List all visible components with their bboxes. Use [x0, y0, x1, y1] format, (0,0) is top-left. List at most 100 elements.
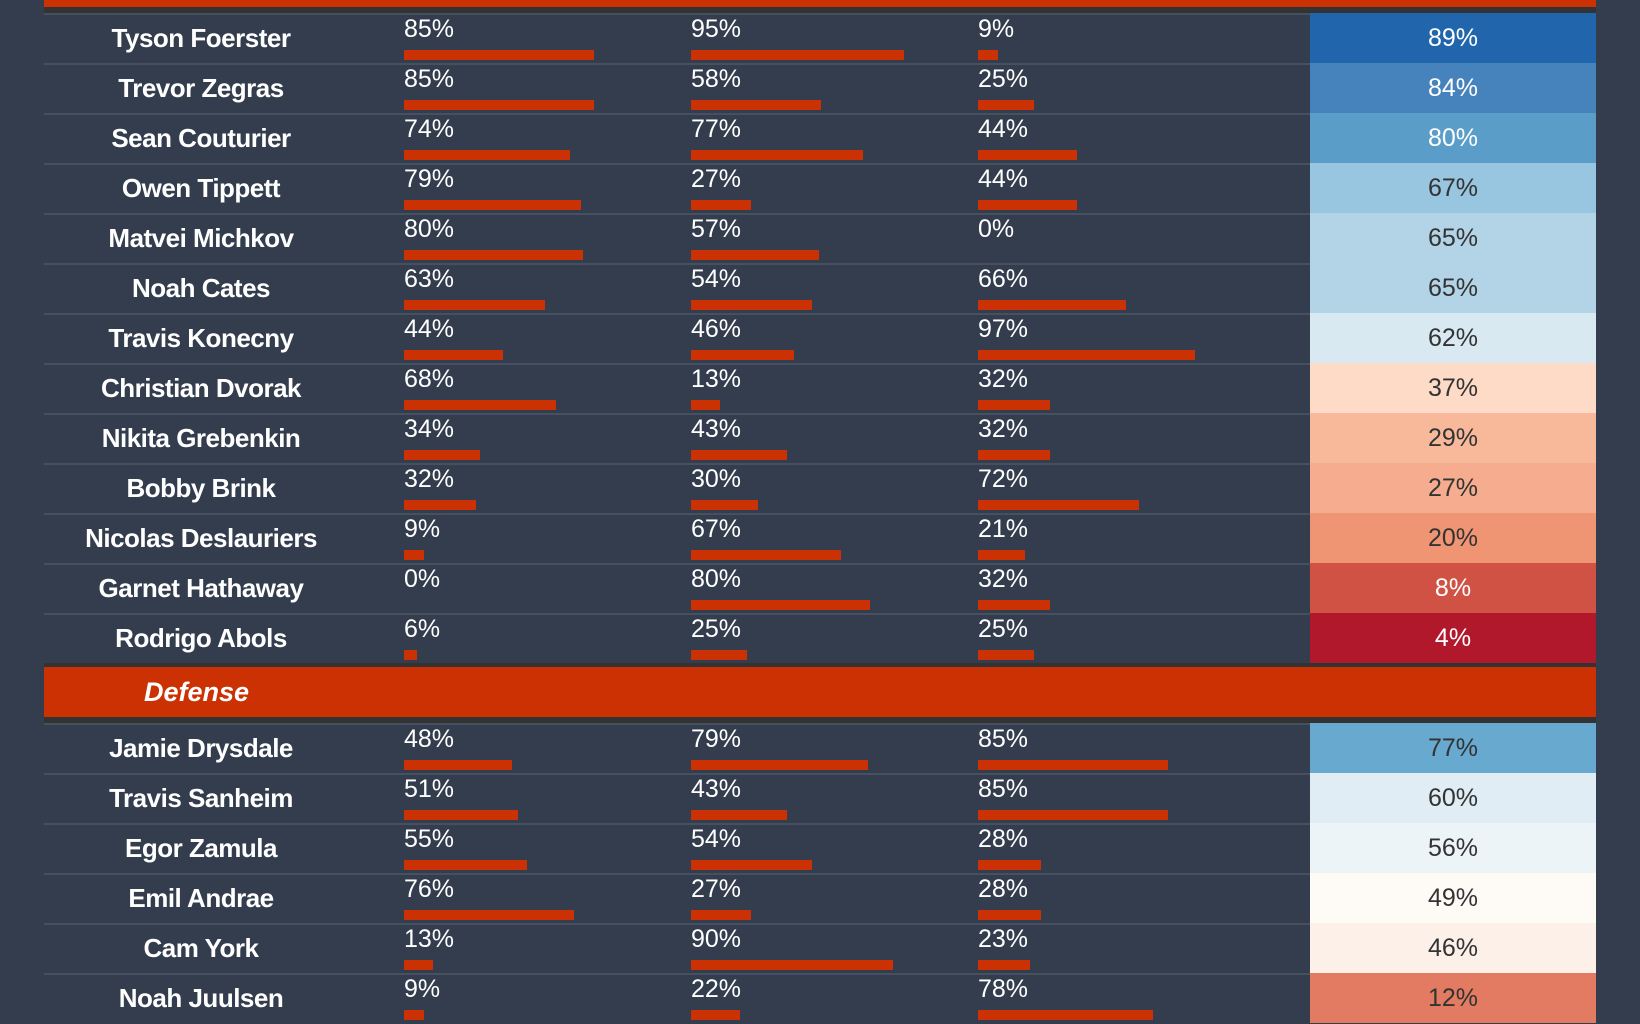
forwards-header-bar [44, 0, 1596, 7]
player-name: Emil Andrae [128, 883, 274, 913]
metric-value: 44% [978, 115, 1029, 143]
metric-bar [404, 860, 528, 870]
metric-bar [404, 200, 581, 210]
metric-value: 28% [978, 875, 1029, 903]
metric-bar [978, 400, 1050, 410]
metric-value: 25% [978, 65, 1029, 93]
score-cell: 84% [1310, 63, 1596, 113]
metric-value: 77% [691, 115, 742, 143]
score-cell: 77% [1310, 723, 1596, 773]
metric-value: 44% [404, 315, 455, 343]
metric-value: 23% [978, 925, 1029, 953]
metric-bar [691, 400, 721, 410]
metric-value: 32% [978, 415, 1029, 443]
metric-value: 43% [691, 415, 742, 443]
metric-bar [978, 600, 1050, 610]
metric-value: 67% [691, 515, 742, 543]
table-row: Travis Konecny 44% 46% 97% 62% [44, 313, 1596, 363]
metric-bar [978, 910, 1041, 920]
metric-bar [404, 500, 476, 510]
score-cell: 27% [1310, 463, 1596, 513]
metric-value: 97% [978, 315, 1029, 343]
metric-bar [978, 960, 1030, 970]
metric-bar [404, 1010, 425, 1020]
table-row: Sean Couturier 74% 77% 44% 80% [44, 113, 1596, 163]
metric-value: 58% [691, 65, 742, 93]
metric-bar [691, 650, 747, 660]
score-cell: 60% [1310, 773, 1596, 823]
score-cell: 89% [1310, 13, 1596, 63]
table-row: Egor Zamula 55% 54% 28% 56% [44, 823, 1596, 873]
metric-bar [691, 200, 752, 210]
player-name: Owen Tippett [121, 173, 281, 203]
metric-value: 85% [978, 725, 1029, 753]
metric-value: 79% [404, 165, 455, 193]
metric-bar [978, 760, 1169, 770]
player-name: Travis Konecny [108, 323, 294, 353]
metric-value: 80% [404, 215, 455, 243]
metric-value: 27% [691, 875, 742, 903]
metric-bar [404, 960, 434, 970]
metric-value: 57% [691, 215, 742, 243]
player-name: Travis Sanheim [109, 783, 293, 813]
metric-value: 9% [404, 515, 441, 543]
metric-value: 44% [978, 165, 1029, 193]
table-row: Garnet Hathaway 0% 80% 32% 8% [44, 563, 1596, 613]
metric-value: 28% [978, 825, 1029, 853]
metric-value: 63% [404, 265, 455, 293]
player-table: Tyson Foerster 85% 95% 9% 89% Trevor Zegras 85… [44, 0, 1596, 1023]
player-name: Trevor Zegras [118, 73, 284, 103]
score-cell: 65% [1310, 213, 1596, 263]
metric-bar [691, 100, 821, 110]
metric-bar [691, 1010, 741, 1020]
metric-value: 74% [404, 115, 455, 143]
metric-value: 30% [691, 465, 742, 493]
metric-value: 6% [404, 615, 441, 643]
metric-value: 32% [404, 465, 455, 493]
metric-bar [978, 150, 1077, 160]
metric-bar [691, 150, 864, 160]
score-cell: 29% [1310, 413, 1596, 463]
score-cell: 56% [1310, 823, 1596, 873]
metric-bar [404, 50, 595, 60]
table-row: Owen Tippett 79% 27% 44% 67% [44, 163, 1596, 213]
metric-bar [691, 300, 812, 310]
metric-bar [404, 650, 418, 660]
score-cell: 80% [1310, 113, 1596, 163]
metric-bar [978, 300, 1126, 310]
score-cell: 12% [1310, 973, 1596, 1023]
metric-value: 54% [691, 825, 742, 853]
table-row: Matvei Michkov 80% 57% 0% 65% [44, 213, 1596, 263]
metric-value: 95% [691, 15, 742, 43]
metric-bar [691, 450, 788, 460]
score-cell: 62% [1310, 313, 1596, 363]
metric-bar [691, 50, 904, 60]
section-label: Defense [144, 677, 250, 707]
metric-value: 13% [404, 925, 455, 953]
metric-bar [691, 860, 812, 870]
metric-value: 0% [978, 215, 1015, 243]
metric-value: 27% [691, 165, 742, 193]
section-header-defense: Defense [44, 663, 1596, 723]
player-name: Rodrigo Abols [115, 623, 287, 653]
metric-bar [404, 760, 512, 770]
score-cell: 4% [1310, 613, 1596, 663]
table-row: Cam York 13% 90% 23% 46% [44, 923, 1596, 973]
metric-bar [691, 810, 788, 820]
metric-value: 0% [404, 565, 441, 593]
metric-bar [404, 910, 575, 920]
metric-value: 48% [404, 725, 455, 753]
player-name: Garnet Hathaway [98, 573, 304, 603]
metric-value: 79% [691, 725, 742, 753]
metric-bar [978, 500, 1140, 510]
player-name: Cam York [143, 933, 259, 963]
metric-bar [978, 550, 1026, 560]
metric-bar [404, 250, 584, 260]
player-name: Bobby Brink [126, 473, 276, 503]
score-cell: 49% [1310, 873, 1596, 923]
player-name: Jamie Drysdale [109, 733, 293, 763]
metric-value: 90% [691, 925, 742, 953]
metric-value: 32% [978, 365, 1029, 393]
metric-bar [978, 200, 1077, 210]
metric-bar [691, 500, 759, 510]
